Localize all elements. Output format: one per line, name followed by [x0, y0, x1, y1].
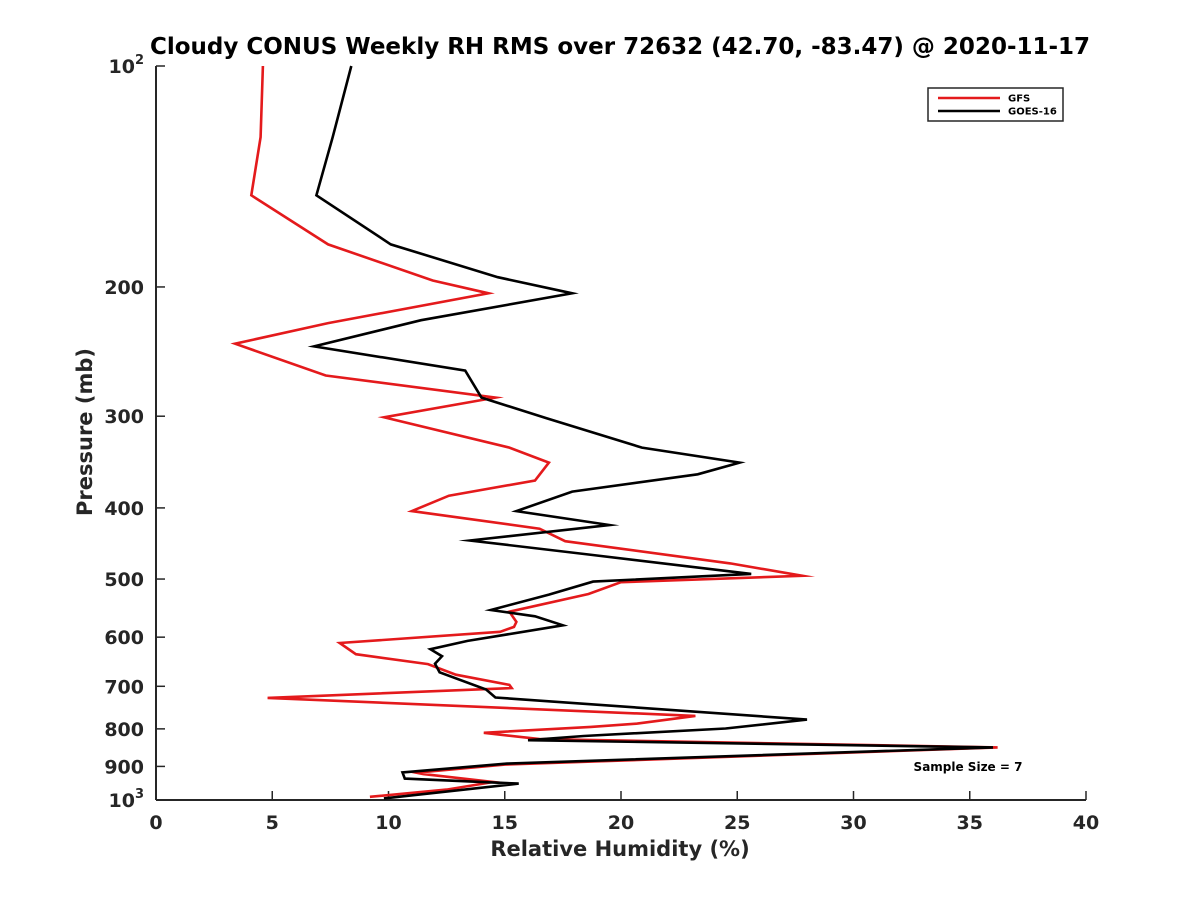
x-axis-label: Relative Humidity (%) — [490, 837, 749, 861]
y-tick-label: 900 — [104, 756, 144, 778]
x-tick-label: 10 — [375, 812, 401, 834]
x-tick-label: 0 — [149, 812, 162, 834]
y-tick-label: 102 — [109, 53, 145, 78]
x-tick-label: 20 — [608, 812, 634, 834]
legend-label: GOES-16 — [1008, 107, 1057, 118]
x-tick-label: 15 — [492, 812, 518, 834]
y-tick-label: 400 — [104, 498, 144, 520]
x-tick-label: 35 — [957, 812, 983, 834]
y-axis-label: Pressure (mb) — [73, 348, 97, 516]
legend-label: GFS — [1008, 94, 1030, 105]
y-tick-label: 500 — [104, 569, 144, 591]
x-tick-label: 25 — [724, 812, 750, 834]
axes: 0 5 10 15 20 25 30 35 40 102 200 300 400 500 600 700 800… — [104, 53, 1099, 834]
sample-size-annotation: Sample Size = 7 — [914, 760, 1023, 774]
series-layer — [230, 65, 998, 800]
y-tick-label: 600 — [104, 627, 144, 649]
y-tick-label: 103 — [109, 787, 145, 812]
x-tick-label: 30 — [840, 812, 866, 834]
legend-box — [927, 87, 1064, 122]
chart-title: Cloudy CONUS Weekly RH RMS over 72632 (4… — [150, 34, 1090, 60]
legend: GFS GOES-16 — [927, 87, 1064, 122]
y-tick-label: 300 — [104, 406, 144, 428]
x-tick-label: 40 — [1073, 812, 1099, 834]
x-tick-label: 5 — [266, 812, 279, 834]
y-tick-label: 200 — [104, 277, 144, 299]
y-tick-label: 800 — [104, 719, 144, 741]
y-tick-label: 700 — [104, 676, 144, 698]
series-line-goes-16 — [307, 65, 994, 800]
